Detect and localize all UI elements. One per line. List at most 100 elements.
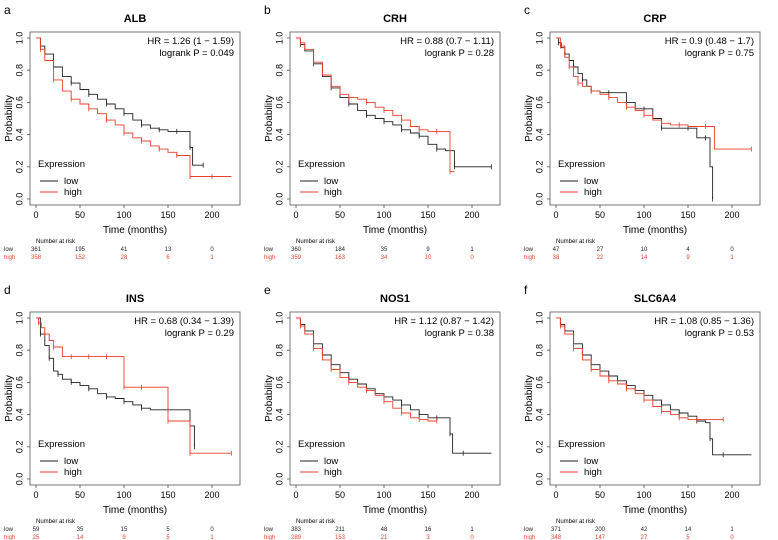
panel-letter: b <box>264 3 271 17</box>
risk-count: 359 <box>291 255 302 261</box>
legend-label-high: high <box>64 467 82 478</box>
y-tick-label: 1.0 <box>534 32 544 45</box>
legend-label-high: high <box>584 467 602 478</box>
panel-title: NOS1 <box>380 293 410 305</box>
y-tick-label: 0.2 <box>534 441 544 454</box>
x-tick-label: 0 <box>33 210 38 220</box>
risk-table-title: Number at risk <box>296 239 336 245</box>
y-tick-label: 0.2 <box>14 161 24 174</box>
risk-count: 35 <box>77 527 84 533</box>
y-tick-label: 0.8 <box>14 64 24 77</box>
legend-label-low: low <box>324 456 338 467</box>
y-axis-label: Probability <box>264 95 275 142</box>
risk-row-label: low <box>264 247 274 253</box>
y-tick-label: 0.4 <box>274 128 284 141</box>
risk-count: 9 <box>122 535 126 540</box>
panel-e: e NOS1 0.0 0.2 0.4 0.6 0.8 1.0 0 50 100 150 200 Time … <box>264 283 501 540</box>
risk-count: 10 <box>641 247 648 253</box>
plot-frame <box>549 31 761 206</box>
legend-label-high: high <box>324 187 342 198</box>
x-tick-label: 100 <box>376 490 391 500</box>
risk-count: 15 <box>121 527 128 533</box>
risk-count: 5 <box>166 535 170 540</box>
y-tick-label: 0.4 <box>274 408 284 421</box>
plot-frame <box>29 311 241 486</box>
risk-count: 41 <box>121 247 128 253</box>
risk-count: 34 <box>381 255 388 261</box>
x-tick-label: 0 <box>293 490 298 500</box>
risk-count: 0 <box>470 255 474 261</box>
plot-frame <box>29 31 241 206</box>
panel-title: SLC6A4 <box>634 293 677 305</box>
y-tick-label: 1.0 <box>14 312 24 325</box>
risk-count: 27 <box>641 535 648 540</box>
y-tick-label: 0.4 <box>14 408 24 421</box>
risk-count: 1 <box>470 527 474 533</box>
y-tick-label: 1.0 <box>274 32 284 45</box>
y-axis-label: Probability <box>264 375 275 422</box>
panel-title: INS <box>126 293 144 305</box>
y-axis-label: Probability <box>524 95 535 142</box>
logrank-p: logrank P = 0.53 <box>685 328 754 339</box>
risk-row-label: low <box>524 527 534 533</box>
y-tick-label: 0.8 <box>14 344 24 357</box>
y-tick-label: 0.4 <box>534 408 544 421</box>
risk-count: 195 <box>75 247 86 253</box>
panel-a: a ALB 0.0 0.2 0.4 0.6 0.8 1.0 0 50 100 150 200 Time (… <box>4 3 241 261</box>
survival-curve-high <box>296 317 437 422</box>
x-tick-label: 50 <box>335 490 345 500</box>
risk-count: 1 <box>470 247 474 253</box>
x-tick-label: 200 <box>724 210 739 220</box>
hazard-ratio: HR = 1.08 (0.85 − 1.36) <box>654 316 754 327</box>
y-tick-label: 0.8 <box>534 64 544 77</box>
y-tick-label: 0.8 <box>274 344 284 357</box>
legend-label-low: low <box>64 456 78 467</box>
survival-curve-high <box>296 37 455 173</box>
risk-count: 211 <box>335 527 345 533</box>
x-tick-label: 200 <box>724 490 739 500</box>
x-tick-label: 200 <box>204 210 219 220</box>
y-tick-label: 0.0 <box>14 473 24 486</box>
risk-row-label: high <box>264 255 275 261</box>
x-tick-label: 50 <box>595 490 605 500</box>
y-tick-label: 0.0 <box>534 193 544 206</box>
hazard-ratio: HR = 1.12 (0.87 − 1.42) <box>394 316 494 327</box>
logrank-p: logrank P = 0.38 <box>425 328 494 339</box>
panel-letter: c <box>524 3 530 17</box>
x-axis-label: Time (months) <box>363 505 427 516</box>
x-axis-label: Time (months) <box>103 225 167 236</box>
risk-table-title: Number at risk <box>296 519 336 525</box>
panel-title: CRP <box>643 13 666 25</box>
survival-curve-low <box>556 317 752 456</box>
risk-row-label: low <box>4 527 14 533</box>
y-tick-label: 0.6 <box>534 96 544 109</box>
risk-count: 0 <box>730 247 734 253</box>
x-axis-label: Time (months) <box>363 225 427 236</box>
risk-count: 0 <box>470 535 474 540</box>
x-tick-label: 50 <box>75 210 85 220</box>
risk-count: 4 <box>686 247 690 253</box>
risk-row-label: low <box>264 527 274 533</box>
y-tick-label: 0.6 <box>274 376 284 389</box>
risk-table-title: Number at risk <box>36 519 76 525</box>
risk-table-title: Number at risk <box>556 239 596 245</box>
risk-count: 38 <box>553 255 560 261</box>
risk-count: 59 <box>33 527 40 533</box>
y-tick-label: 0.6 <box>534 376 544 389</box>
legend-label-high: high <box>64 187 82 198</box>
risk-count: 6 <box>166 255 170 261</box>
risk-table-title: Number at risk <box>556 519 596 525</box>
survival-curve-low <box>36 317 195 447</box>
risk-count: 147 <box>595 535 606 540</box>
legend-label-low: low <box>324 176 338 187</box>
x-tick-label: 50 <box>335 210 345 220</box>
plot-frame <box>289 311 501 486</box>
x-tick-label: 0 <box>293 210 298 220</box>
risk-row-label: low <box>524 247 534 253</box>
x-tick-label: 150 <box>420 210 435 220</box>
risk-row-label: high <box>524 535 535 540</box>
risk-count: 383 <box>291 527 302 533</box>
y-tick-label: 0.8 <box>534 344 544 357</box>
y-tick-label: 0.2 <box>274 161 284 174</box>
